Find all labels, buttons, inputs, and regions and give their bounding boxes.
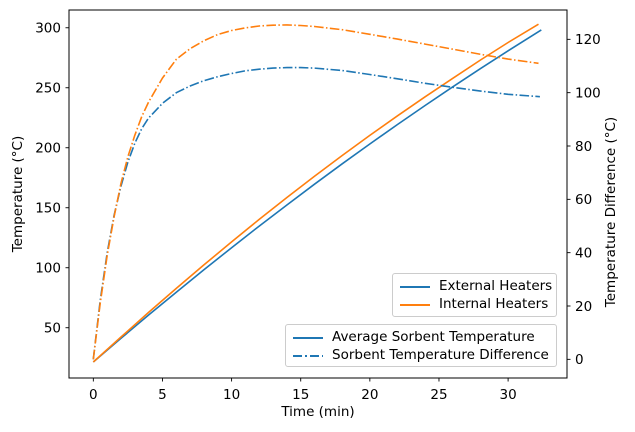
legend-entry-average-sorbent-temperature: Average Sorbent Temperature [293,330,551,345]
x-tick-label: 10 [223,387,240,403]
x-tick-label: 5 [158,387,167,403]
left-tick-label: 300 [35,21,61,37]
average-sorbent-temperature-line-sample [293,336,323,339]
right-axis-title: Temperature Difference (°C) [603,116,619,308]
series-line-average-sorbent-temperature-internal-heaters [92,23,539,363]
right-tick-label: 100 [575,85,601,101]
series-line-average-sorbent-temperature-external-heaters [92,29,542,363]
x-axis-title: Time (min) [281,404,355,420]
right-tick-label: 80 [575,139,592,155]
legend-heaters: External Heaters Internal Heaters [392,273,557,317]
series-line-sorbent-temperature-difference-internal-heaters [92,24,539,360]
internal-heaters-line-sample [400,303,430,306]
x-tick-label: 0 [89,387,98,403]
sorbent-temperature-difference-line-sample [293,354,323,357]
x-tick-label: 25 [430,387,447,403]
left-tick-label: 250 [35,81,61,97]
right-tick-label: 0 [575,352,584,368]
plot-border [68,9,568,379]
legend-label-internal-heaters: Internal Heaters [439,296,549,312]
x-tick-label: 15 [292,387,309,403]
legend-entry-external-heaters: External Heaters [400,278,553,294]
right-tick-label: 120 [575,32,601,48]
left-tick-label: 100 [35,261,61,277]
right-tick-label: 60 [575,192,592,208]
left-axis-title: Temperature (°C) [10,135,26,253]
left-tick-label: 200 [35,141,61,157]
left-tick-label: 50 [44,321,61,337]
legend-label-sorbent-temperature-difference: Sorbent Temperature Difference [332,347,549,363]
legend-label-average-sorbent-temperature: Average Sorbent Temperature [332,329,535,345]
series-line-sorbent-temperature-difference-external-heaters [92,66,540,360]
x-tick-label: 30 [500,387,517,403]
external-heaters-line-sample [400,285,430,288]
legend-label-external-heaters: External Heaters [439,278,553,294]
legend-entry-sorbent-temperature-difference: Sorbent Temperature Difference [293,348,551,363]
right-tick-label: 20 [575,299,592,315]
right-tick-label: 40 [575,245,592,261]
left-tick-label: 150 [35,201,61,217]
x-tick-label: 20 [361,387,378,403]
legend-entry-internal-heaters: Internal Heaters [400,297,551,312]
legend-sorbent: Average Sorbent Temperature Sorbent Temp… [285,324,557,367]
